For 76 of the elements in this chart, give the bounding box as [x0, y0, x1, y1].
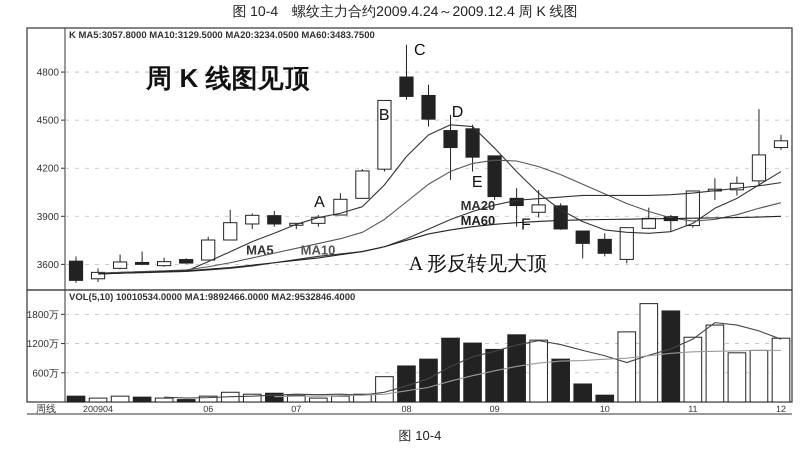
bar	[66, 396, 86, 402]
candlestick	[201, 236, 216, 261]
bar	[419, 358, 438, 402]
bar	[617, 331, 636, 402]
candlestick	[267, 210, 282, 228]
bar	[397, 365, 416, 402]
annotation: C	[414, 42, 426, 59]
series-label: MA10	[300, 242, 336, 258]
x-tick-label: 09	[490, 404, 500, 414]
candlestick	[223, 209, 238, 241]
y-tick-label: 3600	[36, 260, 60, 271]
annotation: E	[472, 174, 483, 192]
candlestick	[576, 230, 590, 259]
bar	[595, 394, 614, 402]
x-tick-label: 10	[600, 404, 610, 414]
bar	[331, 396, 350, 402]
annotation: 周 K 线图见顶	[145, 62, 310, 93]
y-tick-label: 4200	[36, 164, 60, 175]
candlestick	[112, 254, 128, 270]
annotation: A	[314, 194, 326, 211]
bar	[176, 399, 196, 402]
annotation: B	[378, 106, 390, 124]
bar	[154, 398, 174, 402]
candlestick	[68, 256, 84, 284]
caption: 图 10-4	[398, 428, 442, 443]
candlestick	[598, 232, 612, 257]
y-tick-label: 4500	[36, 116, 60, 127]
chart-subtitle: K MA5:3057.8000 MA10:3129.5000 MA20:3234.0500 MA60:3483.7500	[69, 30, 375, 41]
candlestick	[245, 212, 260, 230]
bar	[110, 396, 130, 402]
bar	[706, 324, 724, 402]
bar	[529, 340, 548, 402]
candlestick	[157, 257, 172, 268]
bar	[551, 358, 570, 402]
y-tick-label: 1200万	[26, 339, 59, 350]
x-tick-label: 07	[291, 404, 302, 414]
candlestick	[399, 44, 414, 100]
x-axis-title: 周线	[36, 403, 56, 415]
bar	[507, 334, 526, 402]
series-label: MA60	[460, 213, 496, 228]
bar	[132, 396, 152, 402]
series-label: MA20	[460, 198, 496, 214]
bar	[728, 352, 746, 402]
x-tick-label: 11	[688, 404, 698, 414]
bar	[441, 338, 460, 402]
x-tick-label: 06	[203, 404, 214, 414]
bar	[639, 303, 658, 402]
chart-subtitle: VOL(5,10) 10010534.0000 MA1:9892466.0000 MA2:9532846.4000	[69, 292, 356, 303]
y-tick-label: 1800万	[26, 310, 59, 321]
bar	[463, 342, 482, 402]
line-series	[274, 350, 782, 398]
candlestick	[532, 190, 546, 218]
bar	[662, 310, 680, 402]
candlestick	[134, 251, 150, 266]
annotation: A 形反转见大顶	[408, 253, 548, 276]
series-label: MA5	[246, 242, 274, 258]
y-tick-label: 3900	[36, 212, 60, 223]
x-tick-label: 08	[401, 404, 412, 414]
x-tick-label: 12	[776, 404, 786, 414]
line-series	[164, 322, 782, 399]
bar	[750, 350, 768, 402]
bar	[309, 398, 328, 402]
annotation: D	[452, 104, 464, 122]
x-tick-label: 200904	[83, 404, 114, 414]
candlestick	[333, 192, 348, 216]
bar	[485, 348, 504, 402]
y-tick-label: 600万	[32, 368, 59, 380]
bar	[573, 383, 592, 402]
bar	[684, 336, 702, 402]
bar	[772, 338, 790, 402]
candlestick	[421, 84, 436, 128]
bar	[88, 398, 108, 402]
y-tick-label: 4800	[36, 68, 60, 79]
bar	[375, 376, 394, 402]
candlestick	[774, 134, 788, 150]
chart-title: 图 10-4 螺纹主力合约2009.4.24～2009.12.4 周 K 线图	[232, 3, 578, 19]
